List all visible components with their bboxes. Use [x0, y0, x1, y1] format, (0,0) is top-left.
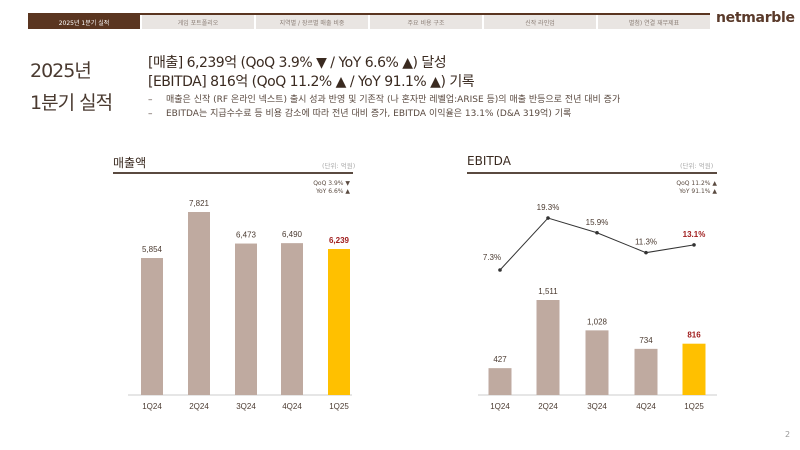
margin-point [692, 243, 696, 247]
revenue-chart-title: 매출액 [113, 156, 147, 170]
revenue-unit: (단위: 억원) [322, 162, 356, 170]
x-tick-label: 1Q24 [490, 402, 510, 411]
x-tick-label: 1Q25 [329, 402, 349, 411]
bar-value-label: 6,490 [282, 230, 303, 239]
ebitda-notes: QoQ 11.2% ▲ YoY 91.1% ▲ [655, 180, 717, 196]
x-tick-label: 1Q25 [684, 402, 704, 411]
page-number: 2 [785, 430, 791, 439]
x-tick-label: 3Q24 [587, 402, 607, 411]
nav-tab[interactable]: 지역별 / 장르별 매출 비중 [256, 15, 368, 29]
margin-label: 11.3% [635, 238, 657, 247]
margin-point [546, 216, 550, 220]
bar [235, 243, 257, 395]
x-tick-label: 4Q24 [636, 402, 656, 411]
bar-value-label: 7,821 [189, 199, 210, 208]
nav-tab[interactable]: 별첨) 연결 재무제표 [598, 15, 710, 29]
bar-value-label: 5,854 [142, 245, 163, 254]
section-nav: 2025년 1분기 실적 게임 포트폴리오 지역별 / 장르별 매출 비중 주요 비용… [28, 15, 712, 29]
bar [328, 249, 350, 395]
qoq-note: QoQ 11.2% ▲ [676, 180, 717, 187]
bar [634, 348, 658, 395]
bullet-1: – 매출은 신작 (RF 온라인 넥스트) 출시 성과 반영 및 기존작 (나 혼… [148, 95, 621, 105]
x-tick-label: 1Q24 [142, 402, 162, 411]
headline-revenue: [매출] 6,239억 (QoQ 3.9% ▼ / YoY 6.6% ▲) 달성 [148, 55, 447, 71]
bar [488, 368, 512, 395]
nav-tab[interactable]: 게임 포트폴리오 [142, 15, 254, 29]
margin-label: 19.3% [537, 203, 560, 212]
page-title-year: 2025년 [30, 60, 92, 82]
ebitda-chart-title: EBITDA [467, 154, 511, 168]
netmarble-logo: netmarble [716, 10, 795, 26]
page-title-quarter: 1분기 실적 [30, 92, 113, 114]
x-tick-label: 2Q24 [538, 402, 558, 411]
nav-tab[interactable]: 주요 비용 구조 [370, 15, 482, 29]
revenue-notes: QoQ 3.9% ▼ YoY 6.6% ▲ [290, 180, 350, 196]
margin-label: 15.9% [586, 218, 609, 227]
revenue-title-rule [113, 172, 353, 174]
bar-value-label: 6,239 [329, 236, 350, 245]
bar-value-label: 6,473 [236, 231, 257, 240]
nav-tab[interactable]: 2025년 1분기 실적 [28, 15, 140, 29]
bar-value-label: 1,028 [587, 317, 608, 326]
qoq-note: QoQ 3.9% ▼ [313, 180, 350, 187]
bullet-text: EBITDA는 지급수수료 등 비용 감소에 따라 전년 대비 증가, EBIT… [166, 109, 572, 119]
bullet-2: – EBITDA는 지급수수료 등 비용 감소에 따라 전년 대비 증가, EBI… [148, 109, 572, 119]
x-tick-label: 3Q24 [236, 402, 256, 411]
bar [188, 212, 210, 395]
bar-value-label: 427 [493, 355, 507, 364]
margin-point [595, 230, 599, 235]
bullet-text: 매출은 신작 (RF 온라인 넥스트) 출시 성과 반영 및 기존작 (나 혼자… [166, 95, 621, 105]
headline-ebitda: [EBITDA] 816억 (QoQ 11.2% ▲ / YoY 91.1% ▲… [148, 74, 475, 90]
ebitda-title-rule [467, 172, 717, 174]
x-tick-label: 4Q24 [282, 402, 302, 411]
bar [682, 343, 706, 395]
margin-label: 7.3% [483, 253, 501, 262]
nav-top-line [28, 13, 710, 15]
yoy-note: YoY 91.1% ▲ [679, 188, 717, 195]
bar [536, 300, 560, 395]
nav-tab[interactable]: 신작 라인업 [484, 15, 596, 29]
bar-value-label: 816 [687, 331, 701, 340]
bar-value-label: 734 [639, 336, 653, 345]
margin-point [498, 268, 502, 272]
bar [585, 330, 609, 395]
bar [281, 243, 303, 395]
margin-label: 13.1% [683, 230, 706, 239]
ebitda-unit: (단위: 억원) [680, 162, 714, 170]
bar-value-label: 1,511 [538, 287, 558, 296]
x-tick-label: 2Q24 [189, 402, 209, 411]
margin-point [644, 250, 648, 255]
yoy-note: YoY 6.6% ▲ [316, 188, 350, 195]
bar [141, 258, 163, 395]
